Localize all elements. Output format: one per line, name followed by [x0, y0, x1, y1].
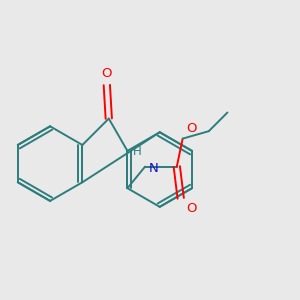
Text: N: N: [149, 162, 159, 175]
Text: O: O: [187, 122, 197, 135]
Text: O: O: [187, 202, 197, 215]
Text: H: H: [133, 145, 142, 158]
Text: O: O: [102, 67, 112, 80]
